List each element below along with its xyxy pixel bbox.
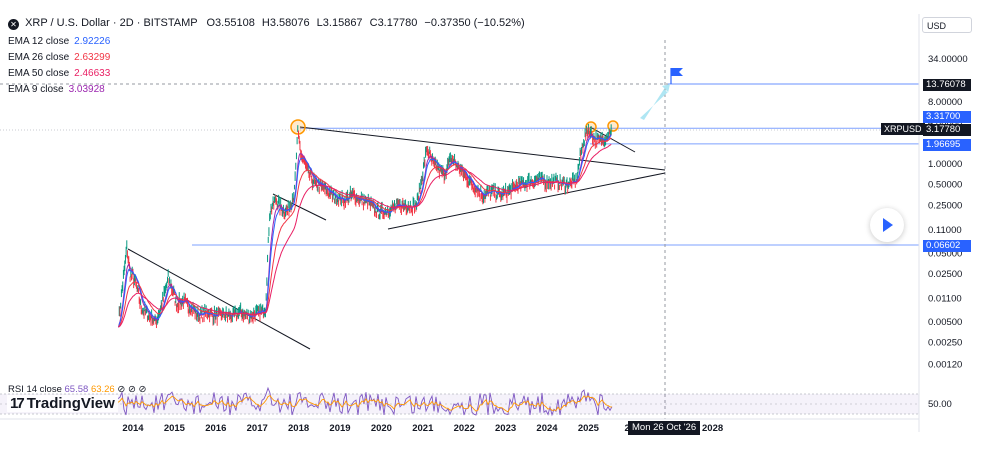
y-tick-label: 0.00120: [928, 360, 962, 371]
play-icon: [883, 218, 893, 232]
y-tick-label: 0.00500: [928, 317, 962, 328]
indicator-label: EMA 26 close: [8, 52, 70, 63]
high-value: H3.58076: [261, 17, 310, 29]
price-tag-target: 13.76078: [923, 79, 971, 91]
rsi-ma-line: [117, 395, 612, 413]
x-tick-label: 2014: [122, 423, 144, 434]
rsi-ma-value: 63.26: [90, 384, 115, 395]
tradingview-wordmark: TradingView: [26, 395, 115, 412]
price-tag-resistance: 3.31700: [923, 111, 971, 123]
rsi-pane: 50.00: [0, 386, 952, 417]
y-tick-label: 0.02500: [928, 269, 962, 280]
y-tick-label: 0.05000: [928, 248, 962, 259]
ema-line-50: [118, 143, 612, 328]
indicator-ema26[interactable]: EMA 26 close 2.63299: [8, 52, 110, 63]
indicator-label: EMA 9 close: [8, 84, 64, 95]
crosshair-date-label: Mon 26 Oct '26: [628, 421, 701, 435]
indicator-value: 3.03928: [68, 84, 105, 95]
y-tick-label: 8.00000: [928, 97, 962, 108]
y-tick-label: 0.00250: [928, 338, 962, 349]
change-value: −0.37350 (−10.52%): [424, 17, 525, 29]
symbol-header: ✕ XRP / U.S. Dollar · 2D · BITSTAMP O3.5…: [8, 17, 529, 30]
trendline: [387, 172, 666, 230]
indicator-value: 2.46633: [74, 68, 111, 79]
x-tick-label: 2018: [288, 423, 309, 434]
x-tick-label: 2016: [205, 423, 226, 434]
low-value: L3.15867: [316, 17, 363, 29]
replay-play-button[interactable]: [870, 208, 904, 242]
indicator-label: EMA 12 close: [8, 36, 70, 47]
x-tick-label: 2023: [495, 423, 516, 434]
y-tick-label: 0.50000: [928, 180, 962, 191]
y-tick-label: 0.11000: [928, 225, 962, 236]
rsi-value: 65.58: [64, 384, 89, 395]
y-tick-label: 4.00000: [928, 118, 962, 129]
tradingview-mark-icon: 17: [10, 395, 25, 412]
ema-line-12: [118, 135, 612, 328]
highlight-marker: [607, 120, 619, 132]
symbol-title[interactable]: XRP / U.S. Dollar · 2D · BITSTAMP: [25, 17, 198, 29]
x-tick-label: 2028: [702, 423, 723, 434]
currency-selector[interactable]: USD: [922, 17, 972, 33]
indicator-ema50[interactable]: EMA 50 close 2.46633: [8, 68, 110, 79]
axes: 34.00000 8.00000 4.00000 1.00000 0.50000 0.25…: [0, 14, 968, 434]
indicator-value: 2.92226: [74, 36, 111, 47]
price-tag-low: 0.06602: [923, 240, 971, 252]
x-tick-label: 2017: [247, 423, 268, 434]
trendline: [299, 126, 666, 171]
tradingview-logo[interactable]: 17 TradingView: [7, 395, 118, 412]
x-tick-label: 2015: [164, 423, 186, 434]
trendline: [127, 248, 311, 350]
indicator-label: EMA 50 close: [8, 68, 70, 79]
trendline: [589, 126, 636, 153]
price-tag-support: 1.96695: [923, 139, 971, 151]
flag-icon: [671, 68, 683, 76]
indicator-ema9[interactable]: EMA 9 close 3.03928: [8, 84, 105, 95]
visibility-icon[interactable]: ⊘ ⊘ ⊘: [117, 384, 147, 395]
y-tick-label: 0.25000: [928, 200, 962, 211]
rsi-level-label: 50.00: [928, 399, 952, 410]
rsi-legend[interactable]: RSI 14 close 65.58 63.26 ⊘ ⊘ ⊘: [8, 384, 147, 395]
y-tick-label: 0.01100: [928, 293, 962, 304]
ohlc-values: O3.55108 H3.58076 L3.15867 C3.17780 −0.3…: [207, 17, 529, 29]
indicator-ema12[interactable]: EMA 12 close 2.92226: [8, 36, 110, 47]
xrp-logo-icon: ✕: [8, 19, 19, 30]
indicator-value: 2.63299: [74, 52, 111, 63]
x-tick-label: 2022: [454, 423, 475, 434]
x-tick-label: 2025: [578, 423, 600, 434]
ema-line-9: [118, 133, 612, 328]
x-tick-label: 2020: [371, 423, 392, 434]
ema-line-26: [118, 137, 612, 328]
rsi-line: [117, 386, 613, 417]
rsi-label: RSI 14 close: [8, 384, 62, 395]
price-tag-last: 3.17780: [923, 124, 971, 136]
price-series: [118, 123, 612, 329]
chart-grid: [0, 40, 919, 419]
symbol-price-tag: XRPUSD: [881, 123, 925, 135]
close-value: C3.17780: [369, 17, 418, 29]
y-tick-label: 34.00000: [928, 54, 968, 65]
x-tick-label: 2024: [536, 423, 558, 434]
x-tick-label: 2021: [412, 423, 434, 434]
x-tick-label: 2019: [329, 423, 350, 434]
open-value: O3.55108: [206, 17, 255, 29]
y-tick-label: 1.00000: [928, 159, 962, 170]
projection-arrow: [640, 84, 670, 120]
